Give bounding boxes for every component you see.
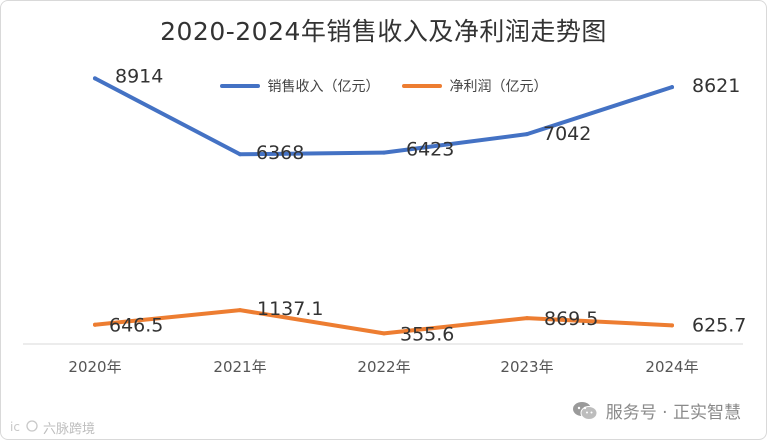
watermark-left-text: 六脉跨境 (43, 422, 96, 437)
data-label: 8914 (115, 65, 163, 87)
legend-item-profit: 净利润（亿元） (401, 76, 548, 96)
data-point (238, 152, 242, 157)
legend-swatch-revenue (219, 84, 260, 88)
legend-label-profit: 净利润（亿元） (449, 79, 548, 95)
data-label: 1137.1 (257, 298, 323, 320)
data-label: 625.7 (692, 314, 746, 336)
legend-swatch-profit (401, 84, 442, 88)
data-point (670, 323, 674, 328)
data-point (93, 322, 97, 327)
svg-text:ic: ic (10, 420, 20, 433)
legend-label-revenue: 销售收入（亿元） (267, 79, 380, 95)
brand-logo-icon: ic (10, 419, 40, 437)
x-tick-label: 2022年 (357, 358, 410, 376)
x-tick-label: 2021年 (213, 358, 266, 376)
data-point (238, 308, 242, 313)
data-point (93, 76, 97, 81)
data-point (382, 331, 386, 336)
data-label: 6423 (406, 139, 454, 161)
chart-title: 2020-2024年销售收入及净利润走势图 (160, 17, 607, 46)
data-point (382, 150, 386, 155)
legend-item-revenue: 销售收入（亿元） (219, 76, 380, 96)
watermark-right: 服务号 · 正实智慧 (572, 398, 741, 423)
watermark-right-text: 服务号 · 正实智慧 (605, 403, 741, 423)
data-point (525, 316, 529, 321)
watermark-left: ic 六脉跨境 (10, 418, 96, 438)
data-point (525, 132, 529, 137)
data-label: 646.5 (109, 315, 163, 337)
data-label: 355.6 (400, 323, 454, 345)
data-label: 6368 (256, 142, 304, 164)
data-label: 869.5 (544, 308, 598, 330)
data-label: 7042 (543, 123, 591, 145)
data-label: 8621 (692, 75, 740, 97)
data-point (670, 85, 674, 90)
wechat-icon (572, 401, 598, 421)
x-tick-label: 2024年 (645, 358, 698, 376)
legend: 销售收入（亿元） 净利润（亿元） (0, 76, 767, 96)
x-tick-label: 2020年 (68, 358, 121, 376)
x-tick-label: 2023年 (500, 358, 553, 376)
